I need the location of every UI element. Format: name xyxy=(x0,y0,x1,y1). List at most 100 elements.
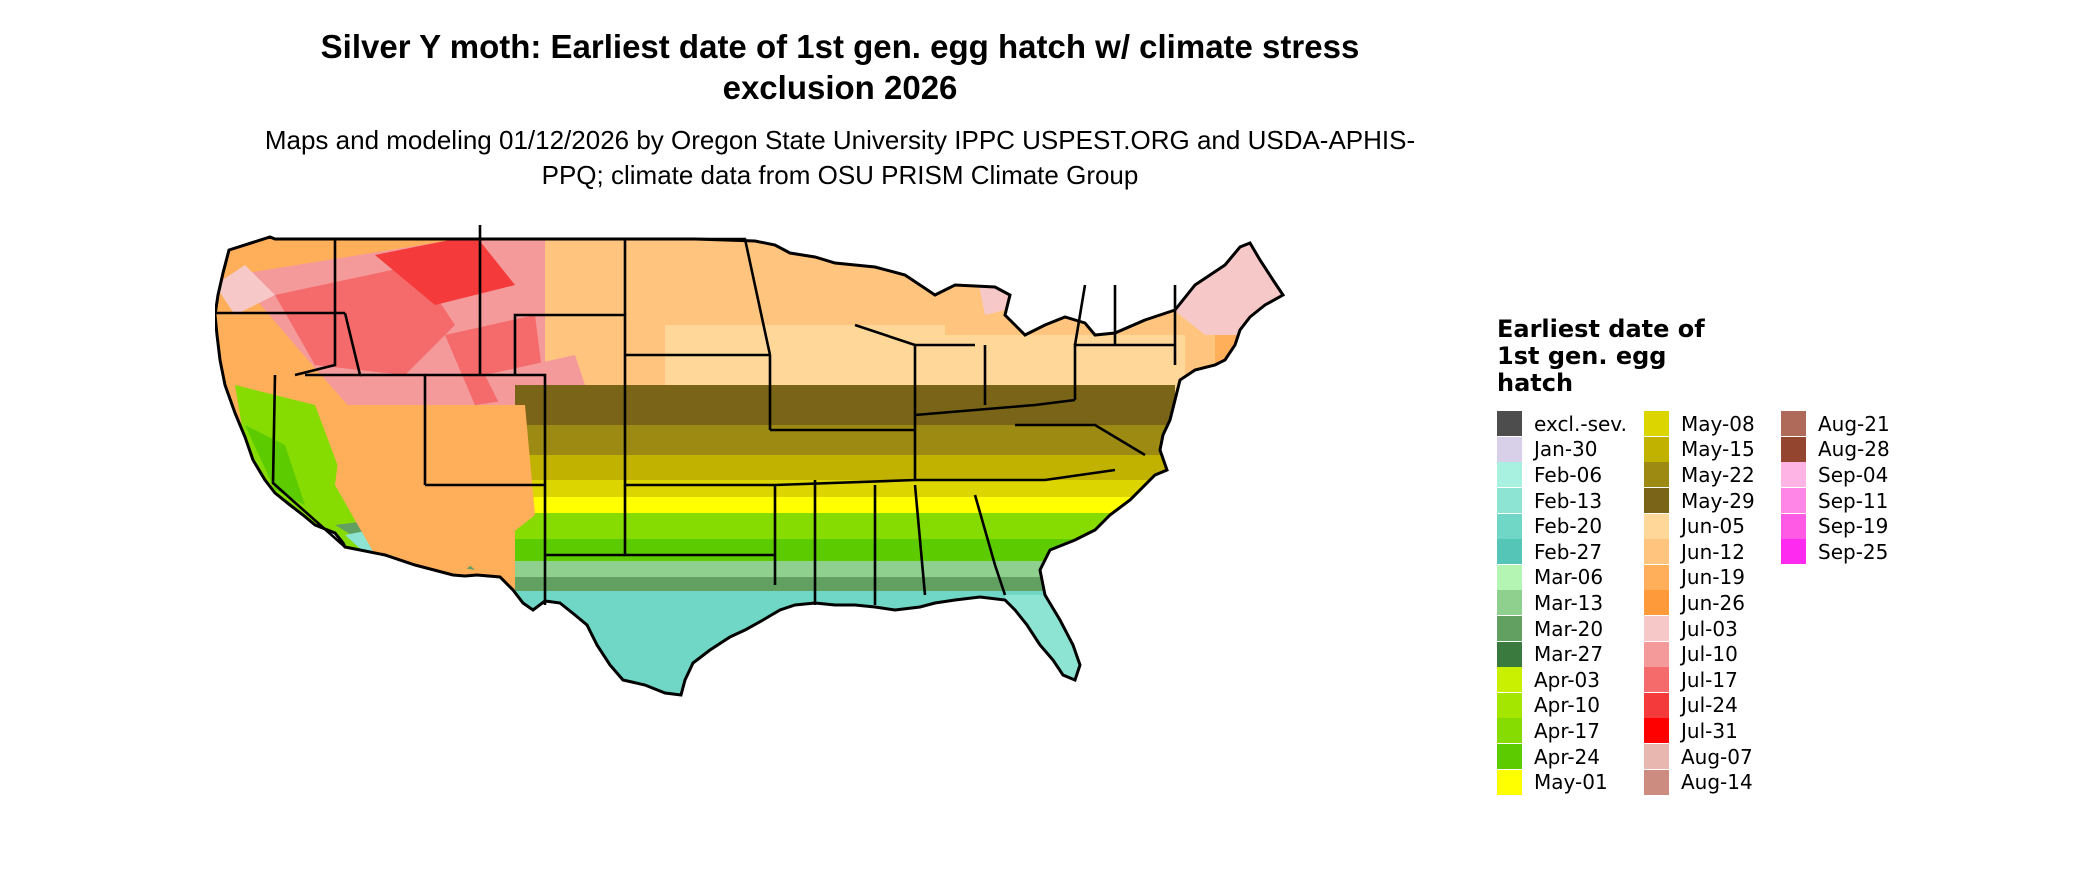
legend-item: Sep-11 xyxy=(1781,488,1890,514)
legend-label: Aug-21 xyxy=(1818,411,1890,436)
legend-label: Sep-25 xyxy=(1818,539,1889,564)
legend-swatch xyxy=(1497,769,1522,795)
legend-label: May-22 xyxy=(1681,462,1755,487)
legend-swatch xyxy=(1644,539,1669,565)
legend-label: Apr-24 xyxy=(1534,744,1600,769)
legend-column-2: May-08 May-15 May-22 May-29 Jun-05 Jun-1… xyxy=(1644,411,1755,795)
legend-item: Jun-26 xyxy=(1644,590,1755,616)
legend-swatch xyxy=(1644,667,1669,693)
legend-label: May-01 xyxy=(1534,770,1608,795)
legend-label: excl.-sev. xyxy=(1534,411,1627,436)
legend-swatch xyxy=(1644,616,1669,642)
legend-label: Apr-17 xyxy=(1534,718,1600,743)
legend-swatch xyxy=(1644,564,1669,590)
legend-swatch xyxy=(1781,488,1806,514)
legend-swatch xyxy=(1497,744,1522,770)
legend-label: Feb-27 xyxy=(1534,539,1603,564)
legend-item: Sep-04 xyxy=(1781,462,1890,488)
legend-label: Aug-07 xyxy=(1681,744,1753,769)
legend-item: Jul-03 xyxy=(1644,616,1755,642)
legend-swatch xyxy=(1497,667,1522,693)
legend-label: Feb-20 xyxy=(1534,514,1603,539)
legend-item: Jul-24 xyxy=(1644,692,1755,719)
legend-label: Jul-31 xyxy=(1681,718,1738,743)
legend-swatch xyxy=(1781,436,1806,462)
legend-label: May-15 xyxy=(1681,437,1755,462)
legend-item: Feb-06 xyxy=(1497,462,1627,488)
us-map xyxy=(215,225,1285,697)
legend-swatch xyxy=(1644,692,1669,718)
legend-label: May-29 xyxy=(1681,488,1755,513)
legend-label: Feb-13 xyxy=(1534,488,1603,513)
legend-label: Mar-06 xyxy=(1534,565,1604,590)
legend-item: Aug-14 xyxy=(1644,769,1755,795)
legend-column-1: excl.-sev. Jan-30 Feb-06 Feb-13 Feb-20 F… xyxy=(1497,411,1627,795)
legend-item: Jul-31 xyxy=(1644,718,1755,744)
legend-swatch xyxy=(1497,641,1522,667)
map-title: Silver Y moth: Earliest date of 1st gen.… xyxy=(320,28,1360,106)
legend-item: May-08 xyxy=(1644,411,1755,437)
legend-swatch xyxy=(1497,488,1522,514)
legend-swatch xyxy=(1497,411,1522,437)
legend-swatch xyxy=(1644,436,1669,462)
legend-item: Jun-12 xyxy=(1644,539,1755,565)
legend-swatch xyxy=(1497,692,1522,718)
legend-item: Jun-19 xyxy=(1644,564,1755,591)
legend-item: Aug-21 xyxy=(1781,411,1890,437)
legend-swatch xyxy=(1781,539,1806,565)
legend-label: Sep-04 xyxy=(1818,462,1889,487)
legend-swatch xyxy=(1644,411,1669,437)
legend-swatch xyxy=(1781,513,1806,539)
map-subtitle: Maps and modeling 01/12/2026 by Oregon S… xyxy=(264,125,1416,190)
legend-item: Aug-07 xyxy=(1644,744,1755,770)
legend-label: Aug-28 xyxy=(1818,437,1890,462)
legend-item: Apr-24 xyxy=(1497,744,1627,770)
legend-swatch xyxy=(1644,590,1669,616)
legend-swatch xyxy=(1497,436,1522,462)
legend-item: Jul-17 xyxy=(1644,667,1755,693)
legend-item: May-15 xyxy=(1644,436,1755,463)
legend-swatch xyxy=(1497,462,1522,488)
legend-swatch xyxy=(1644,513,1669,539)
legend-item: Mar-20 xyxy=(1497,616,1627,642)
legend-label: Jul-24 xyxy=(1681,693,1738,718)
legend-label: Apr-03 xyxy=(1534,667,1600,692)
legend-label: Feb-06 xyxy=(1534,462,1603,487)
legend-swatch xyxy=(1497,616,1522,642)
legend-item: May-29 xyxy=(1644,488,1755,514)
legend-item: Feb-13 xyxy=(1497,488,1627,514)
legend-swatch xyxy=(1644,462,1669,488)
legend-item: Feb-27 xyxy=(1497,539,1627,565)
legend-item: Jan-30 xyxy=(1497,436,1627,463)
legend-label: May-08 xyxy=(1681,411,1755,436)
hatch-date-raster xyxy=(215,237,1283,695)
legend-item: Aug-28 xyxy=(1781,436,1890,463)
legend-swatch xyxy=(1781,411,1806,437)
legend-swatch xyxy=(1781,462,1806,488)
legend-label: Aug-14 xyxy=(1681,770,1753,795)
legend-item: Mar-27 xyxy=(1497,641,1627,667)
legend-title: Earliest date of 1st gen. egg hatch xyxy=(1497,315,1705,397)
legend-item: May-22 xyxy=(1644,462,1755,488)
legend-label: Jun-12 xyxy=(1681,539,1745,564)
legend-swatch xyxy=(1644,718,1669,744)
legend-swatch xyxy=(1644,641,1669,667)
legend-swatch xyxy=(1497,564,1522,590)
legend-swatch xyxy=(1497,513,1522,539)
legend-swatch xyxy=(1644,488,1669,514)
legend-label: Mar-20 xyxy=(1534,616,1604,641)
legend-item: Feb-20 xyxy=(1497,513,1627,539)
state-boundaries xyxy=(215,225,1285,697)
legend-item: Jun-05 xyxy=(1644,513,1755,539)
legend-label: Jul-03 xyxy=(1681,616,1738,641)
legend-label: Sep-19 xyxy=(1818,514,1889,539)
legend-item: Sep-25 xyxy=(1781,539,1890,565)
legend-label: Jul-10 xyxy=(1681,642,1738,667)
legend-swatch xyxy=(1644,744,1669,770)
legend-item: excl.-sev. xyxy=(1497,411,1627,437)
legend-label: Apr-10 xyxy=(1534,693,1600,718)
legend-label: Mar-13 xyxy=(1534,590,1604,615)
legend-item: Sep-19 xyxy=(1781,513,1890,539)
legend-item: May-01 xyxy=(1497,769,1627,795)
legend-item: Jul-10 xyxy=(1644,641,1755,667)
